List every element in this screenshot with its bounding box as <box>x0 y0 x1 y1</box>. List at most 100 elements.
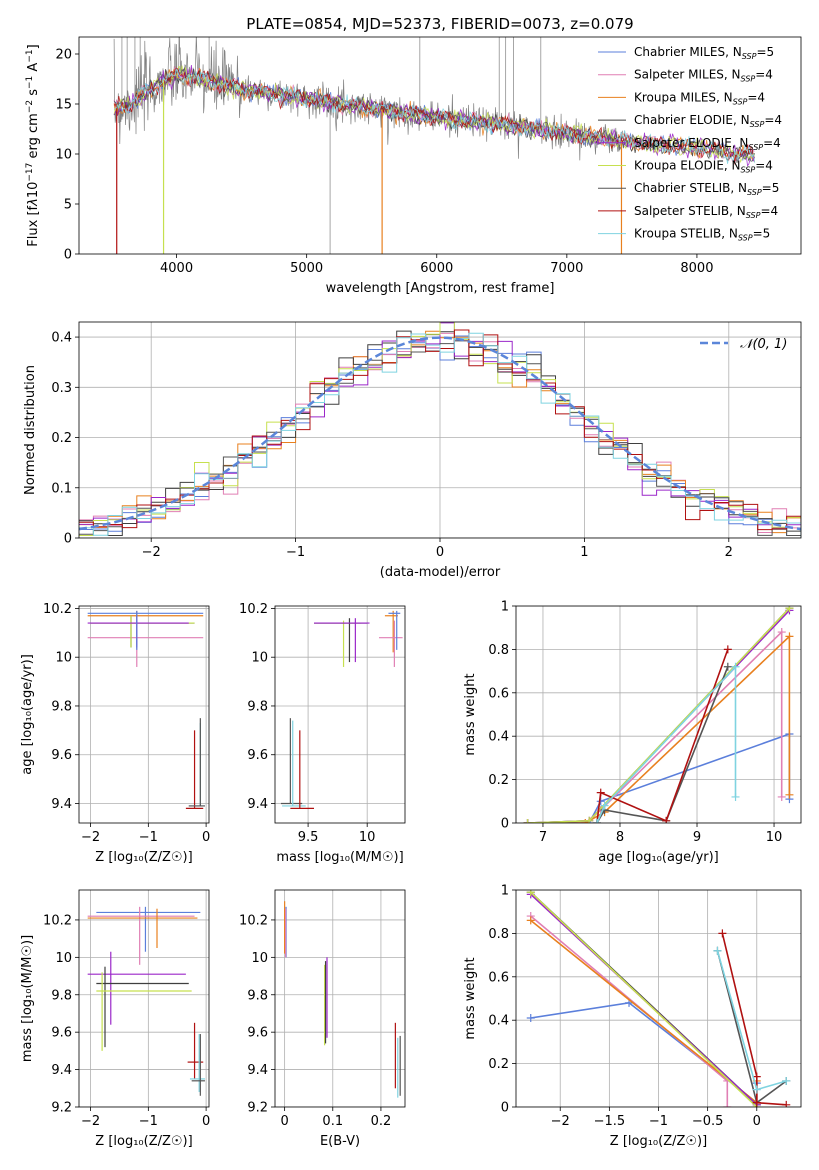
x-tick-label: −2 <box>551 1114 570 1129</box>
x-tick-label: −1.5 <box>594 1114 626 1129</box>
x-tick-label: 9 <box>693 830 701 845</box>
y-tick-label: 1 <box>501 600 509 615</box>
weight-line <box>596 666 729 823</box>
x-tick-label: 0 <box>436 545 444 560</box>
x-tick-label: −1 <box>649 1114 668 1129</box>
axes-age-vs-mass: 9.5 10 9.4 9.6 9.8 10 10.2 mass [log₁₀(M/M☉)] <box>239 602 406 865</box>
weight-line <box>527 609 790 823</box>
legend-name: Chabrier ELODIE, N <box>634 113 750 127</box>
legend-name: Chabrier MILES, N <box>634 45 742 59</box>
weight-marker <box>785 790 794 799</box>
x-axis-label: Z [log₁₀(Z/Z☉)] <box>610 1134 707 1149</box>
x-axis-label: Z [log₁₀(Z/Z☉)] <box>95 1134 192 1149</box>
x-tick-label: 0.1 <box>322 1114 343 1129</box>
model-line <box>113 66 755 163</box>
axes-mass-vs-Z: −2 −1 0 9.2 9.4 9.6 9.8 10 10.2 Z [log₁₀(Z/Z☉)] ma… <box>20 889 210 1149</box>
x-tick-label: 0 <box>202 830 210 845</box>
plot-area-age-vs-mass <box>275 606 405 823</box>
y-tick-label: 0.4 <box>51 331 72 346</box>
weight-line <box>530 891 758 1107</box>
legend-label: Chabrier MILES, NSSP=5 <box>634 45 774 61</box>
y-tick-label: 10 <box>251 651 268 666</box>
x-tick-label: 0.2 <box>371 1114 392 1129</box>
legend-name: Kroupa STELIB, N <box>634 227 738 241</box>
y-tick-label: 0.4 <box>488 730 509 745</box>
x-tick-label: 0 <box>280 1114 288 1129</box>
axes-histogram: −2 −1 0 1 2 0 0.1 0.2 0.3 0.4 (data-model)/error No… <box>23 321 802 580</box>
legend-sub: SSP <box>733 97 748 106</box>
y-axis-label: age [log₁₀(age/yr)] <box>20 654 35 775</box>
weight-marker <box>526 1014 535 1023</box>
x-axis-label: wavelength [Angstrom, rest frame] <box>326 281 555 296</box>
x-tick-label: 0 <box>202 1114 210 1129</box>
x-tick-label: 4000 <box>160 261 193 276</box>
y-axis-label-part: λ <box>26 198 41 207</box>
y-tick-label: 10.2 <box>43 913 72 928</box>
x-tick-label: −2 <box>81 830 100 845</box>
y-tick-label: 1 <box>501 884 509 899</box>
plot-area-mass-vs-EBV <box>275 890 405 1107</box>
y-tick-label: 9.4 <box>247 797 268 812</box>
weight-marker <box>585 816 594 823</box>
legend-label: Chabrier STELIB, NSSP=5 <box>634 181 779 197</box>
y-axis-label-part: −1 <box>25 49 35 62</box>
y-axis-label-part: 10 <box>26 182 41 199</box>
weight-marker <box>662 816 671 823</box>
weight-line <box>527 630 783 823</box>
legend-label: Salpeter ELODIE, NSSP=4 <box>634 136 781 152</box>
axes-age-vs-Z: −2 −1 0 9.4 9.6 9.8 10 10.2 Z [log₁₀(Z/Z☉)] age [… <box>20 602 210 865</box>
y-tick-label: 0.3 <box>51 381 72 396</box>
x-axis-label: (data-model)/error <box>380 565 501 580</box>
legend-val: =5 <box>762 181 780 195</box>
legend-sub: SSP <box>741 75 756 84</box>
y-tick-label: 0.8 <box>488 927 509 942</box>
y-tick-label: 9.4 <box>247 1063 268 1078</box>
weight-marker <box>752 1072 761 1081</box>
axes-frame <box>274 605 406 824</box>
legend-label: Chabrier ELODIE, NSSP=4 <box>634 113 782 129</box>
plot-area-massweight-vs-age <box>516 606 801 823</box>
legend-label: Kroupa MILES, NSSP=4 <box>634 90 765 106</box>
plot-area-histogram <box>79 322 801 538</box>
y-tick-label: 0.2 <box>488 1057 509 1072</box>
y-tick-label: 9.2 <box>51 1101 72 1116</box>
y-tick-label: 0.6 <box>488 686 509 701</box>
y-axis-label: mass [log₁₀(M/M☉)] <box>20 935 35 1062</box>
y-tick-label: 0.8 <box>488 643 509 658</box>
weight-marker <box>731 792 740 801</box>
y-axis-label: mass weight <box>463 957 478 1039</box>
legend-sub: SSP <box>746 211 761 220</box>
x-axis-label: Z [log₁₀(Z/Z☉)] <box>95 850 192 865</box>
x-tick-label: −0.5 <box>692 1114 724 1129</box>
y-tick-label: 10 <box>55 148 72 163</box>
legend-val: =5 <box>756 45 774 59</box>
y-tick-label: 0.2 <box>51 431 72 446</box>
weight-marker <box>731 662 740 671</box>
x-tick-label: 8000 <box>680 261 713 276</box>
legend-val: =4 <box>755 68 773 82</box>
x-tick-label: −2 <box>81 1114 100 1129</box>
axes-frame <box>78 36 802 255</box>
y-tick-label: 0.4 <box>488 1014 509 1029</box>
x-tick-label: −1 <box>139 830 158 845</box>
weight-marker <box>752 1098 761 1107</box>
legend-val: =4 <box>760 204 778 218</box>
legend-name: Kroupa ELODIE, N <box>634 159 741 173</box>
y-axis-label: mass weight <box>463 673 478 755</box>
x-tick-label: 9.5 <box>298 830 319 845</box>
legend-val: =4 <box>755 159 773 173</box>
weight-marker <box>777 792 786 801</box>
axes-mass-vs-EBV: 0 0.1 0.2 9.2 9.4 9.6 9.8 10 10.2 E(B-V) <box>239 889 406 1149</box>
y-tick-label: 0.6 <box>488 970 509 985</box>
weight-line <box>527 607 790 823</box>
legend-label: Salpeter MILES, NSSP=4 <box>634 68 773 84</box>
x-tick-label: 7000 <box>550 261 583 276</box>
legend-val: =4 <box>763 136 781 150</box>
legend-name: Chabrier STELIB, N <box>634 181 747 195</box>
y-tick-label: 9.6 <box>51 748 72 763</box>
axes-frame <box>78 605 210 824</box>
x-tick-label: 1 <box>580 545 588 560</box>
y-tick-label: 10 <box>55 951 72 966</box>
y-tick-label: 5 <box>64 198 72 213</box>
